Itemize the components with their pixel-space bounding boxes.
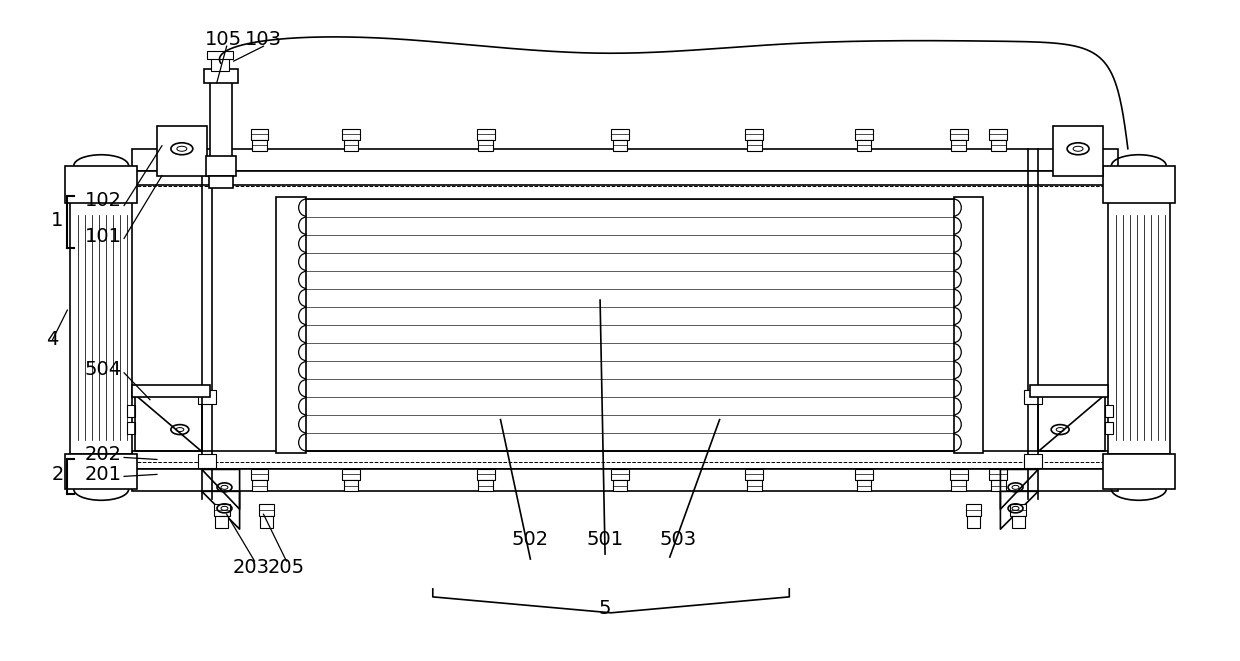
Bar bbox=[131, 171, 1118, 184]
Text: 203: 203 bbox=[233, 557, 270, 576]
Bar bbox=[277, 196, 306, 453]
Bar bbox=[856, 129, 873, 140]
Bar bbox=[208, 176, 233, 188]
Bar bbox=[157, 126, 207, 176]
Polygon shape bbox=[202, 469, 239, 509]
Text: 501: 501 bbox=[587, 529, 624, 549]
Bar bbox=[1030, 385, 1109, 397]
Bar bbox=[857, 481, 872, 491]
Text: 105: 105 bbox=[205, 30, 242, 49]
Bar bbox=[966, 504, 982, 516]
Text: 503: 503 bbox=[660, 529, 697, 549]
Bar bbox=[611, 469, 629, 481]
Bar bbox=[748, 481, 761, 491]
Bar bbox=[1012, 516, 1024, 528]
Bar bbox=[1011, 504, 1027, 516]
Bar bbox=[613, 481, 627, 491]
Bar bbox=[342, 129, 360, 140]
Bar bbox=[951, 140, 966, 151]
Bar bbox=[1102, 455, 1174, 489]
Bar bbox=[951, 481, 966, 491]
Bar bbox=[66, 166, 138, 202]
Bar bbox=[613, 140, 627, 151]
Bar bbox=[213, 504, 229, 516]
Bar bbox=[479, 140, 492, 151]
Bar bbox=[253, 140, 267, 151]
Bar bbox=[857, 140, 872, 151]
Bar bbox=[250, 469, 269, 481]
Bar bbox=[203, 69, 238, 83]
Bar bbox=[1053, 126, 1102, 176]
Bar bbox=[950, 469, 967, 481]
Bar bbox=[206, 156, 236, 176]
Bar bbox=[1024, 455, 1042, 469]
Bar bbox=[131, 385, 210, 397]
Text: 201: 201 bbox=[86, 465, 122, 484]
Bar bbox=[210, 81, 232, 161]
Bar bbox=[991, 140, 1006, 151]
Bar bbox=[1024, 390, 1042, 404]
Text: 1: 1 bbox=[51, 211, 63, 230]
Text: 2: 2 bbox=[51, 465, 63, 484]
Bar bbox=[211, 56, 228, 71]
Bar bbox=[745, 129, 764, 140]
Bar bbox=[476, 129, 495, 140]
Text: 4: 4 bbox=[46, 330, 58, 350]
Bar bbox=[343, 481, 358, 491]
Bar bbox=[967, 516, 980, 528]
Polygon shape bbox=[135, 395, 202, 455]
Bar bbox=[198, 455, 216, 469]
Bar bbox=[748, 140, 761, 151]
Text: 504: 504 bbox=[86, 360, 122, 379]
Text: 102: 102 bbox=[86, 191, 122, 210]
Bar bbox=[990, 469, 1007, 481]
Bar bbox=[66, 455, 138, 489]
Bar bbox=[611, 129, 629, 140]
Bar bbox=[258, 504, 274, 516]
Bar bbox=[198, 390, 216, 404]
Polygon shape bbox=[202, 491, 239, 529]
Bar bbox=[253, 481, 267, 491]
Bar bbox=[856, 469, 873, 481]
Bar bbox=[745, 469, 764, 481]
Bar bbox=[260, 516, 273, 528]
Bar bbox=[990, 129, 1007, 140]
Bar bbox=[1109, 200, 1169, 455]
Bar bbox=[1105, 405, 1114, 416]
Bar bbox=[991, 481, 1006, 491]
Text: 502: 502 bbox=[512, 529, 549, 549]
Bar bbox=[250, 129, 269, 140]
Bar bbox=[1105, 422, 1114, 434]
Bar bbox=[342, 469, 360, 481]
Polygon shape bbox=[1001, 491, 1038, 529]
Bar bbox=[476, 469, 495, 481]
Bar bbox=[950, 129, 967, 140]
Text: 5: 5 bbox=[599, 600, 611, 618]
Bar bbox=[954, 196, 983, 453]
Bar bbox=[131, 149, 1118, 171]
Polygon shape bbox=[1001, 469, 1038, 509]
Bar bbox=[131, 469, 1118, 491]
Bar bbox=[71, 200, 131, 455]
Bar bbox=[216, 516, 228, 528]
Bar bbox=[1102, 166, 1174, 202]
Bar bbox=[131, 451, 1118, 469]
Bar bbox=[343, 140, 358, 151]
Text: 205: 205 bbox=[268, 557, 305, 576]
Text: 101: 101 bbox=[86, 227, 122, 246]
Bar bbox=[479, 481, 492, 491]
Text: 202: 202 bbox=[86, 445, 122, 464]
Text: 103: 103 bbox=[246, 30, 281, 49]
Bar bbox=[126, 405, 135, 416]
Bar bbox=[207, 51, 233, 59]
Bar bbox=[126, 422, 135, 434]
